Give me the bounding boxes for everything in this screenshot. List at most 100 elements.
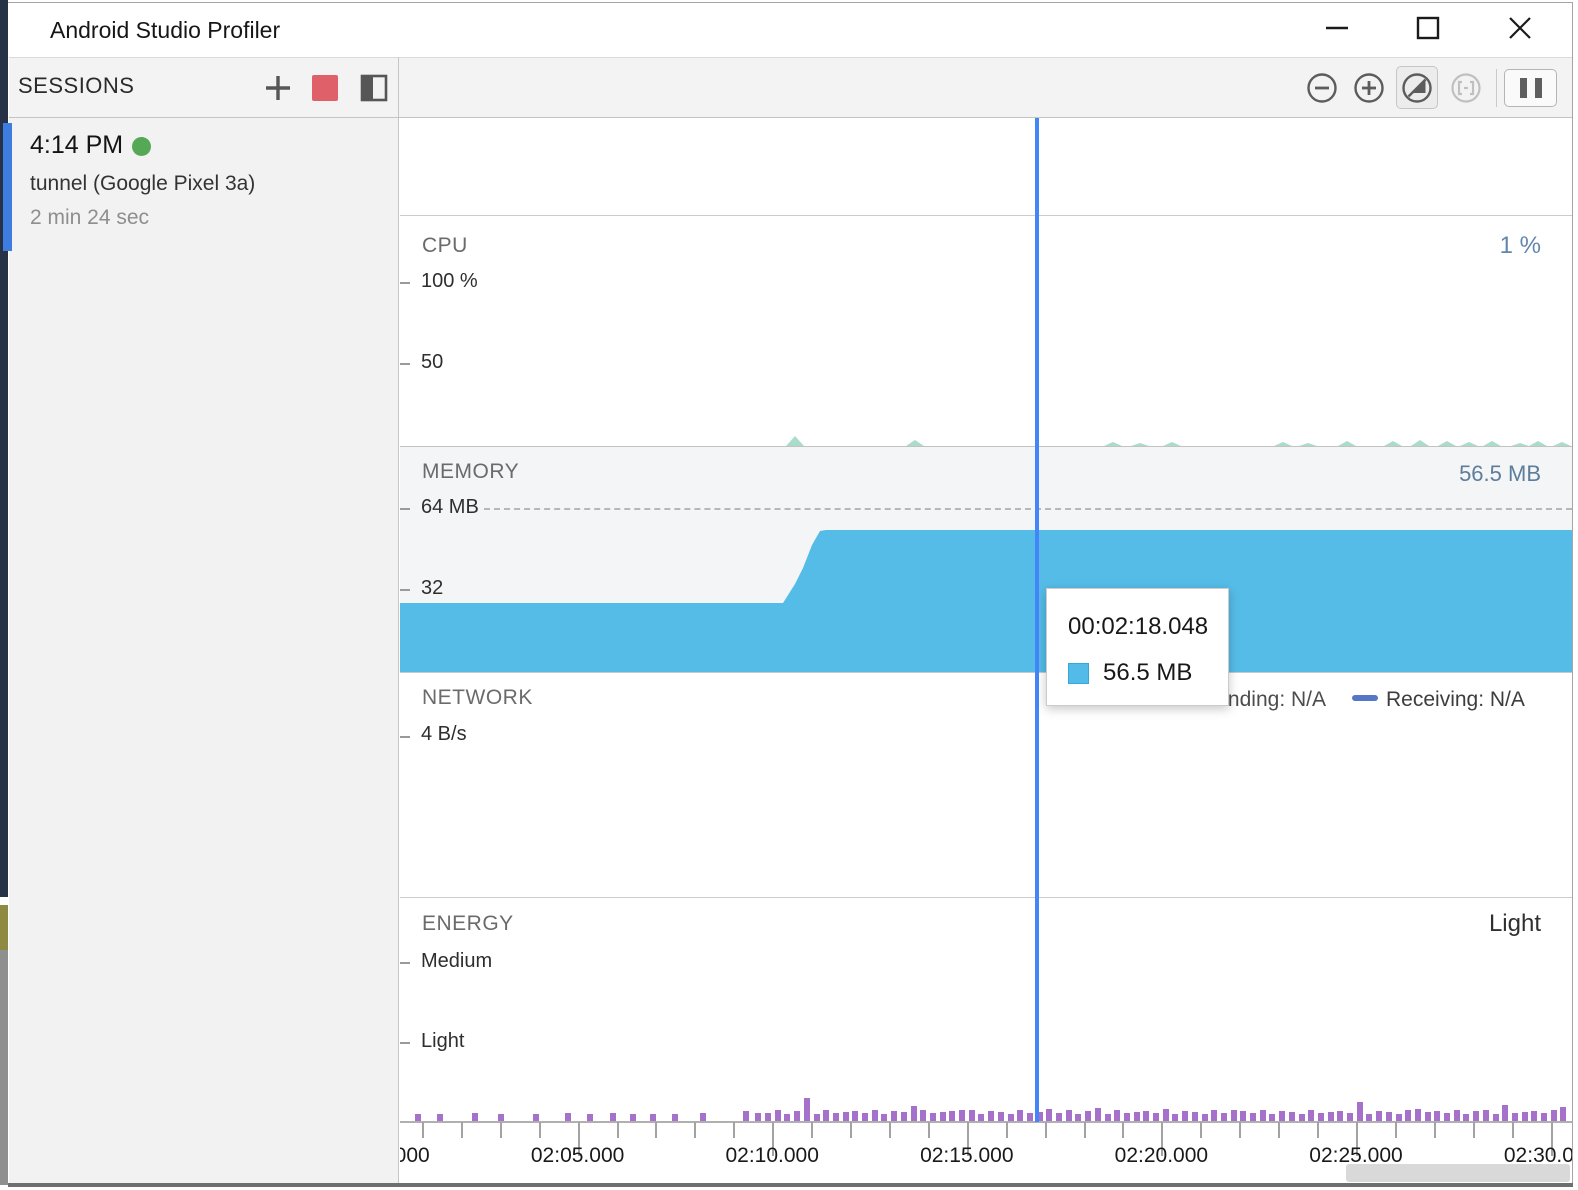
cpu-tick-mark bbox=[400, 363, 410, 365]
zoom-in-button[interactable] bbox=[1351, 70, 1387, 106]
network-tick-4bs: 4 B/s bbox=[421, 723, 467, 745]
zoom-out-button[interactable] bbox=[1304, 70, 1340, 106]
tooltip-value: 56.5 MB bbox=[1103, 659, 1193, 686]
zoom-to-fit-icon bbox=[1402, 72, 1432, 103]
timeline-label: 02:20.000 bbox=[1114, 1144, 1209, 1167]
cpu-tick-100: 100 % bbox=[421, 270, 478, 292]
window-title: Android Studio Profiler bbox=[50, 17, 281, 43]
timeline-minor-tick bbox=[811, 1122, 814, 1138]
session-duration: 2 min 24 sec bbox=[30, 206, 150, 229]
timeline-minor-tick bbox=[1278, 1122, 1281, 1138]
timeline-minor-tick bbox=[499, 1122, 502, 1138]
reset-zoom-button[interactable] bbox=[1396, 66, 1438, 109]
sessions-header: SESSIONS bbox=[18, 73, 135, 98]
timeline-minor-tick bbox=[460, 1122, 463, 1138]
timeline-minor-tick bbox=[616, 1122, 619, 1138]
session-device: tunnel (Google Pixel 3a) bbox=[30, 172, 256, 195]
timeline-minor-tick bbox=[1239, 1122, 1242, 1138]
energy-current-value: Light bbox=[1488, 910, 1541, 937]
zoom-out-icon bbox=[1307, 73, 1337, 103]
frame-selection-button[interactable] bbox=[1447, 70, 1485, 106]
plus-icon bbox=[266, 76, 290, 100]
add-session-button[interactable] bbox=[260, 70, 296, 106]
timeline-minor-tick bbox=[1083, 1122, 1086, 1138]
network-section-label: NETWORK bbox=[422, 686, 533, 709]
stop-session-button[interactable] bbox=[311, 74, 339, 102]
energy-chart[interactable] bbox=[400, 1085, 1572, 1122]
tooltip-timestamp: 00:02:18.048 bbox=[1068, 613, 1209, 640]
timeline-major-tick bbox=[577, 1122, 580, 1156]
memory-separator bbox=[400, 672, 1572, 673]
collapse-panel-button[interactable] bbox=[358, 72, 390, 104]
energy-section-label: ENERGY bbox=[422, 912, 514, 935]
timeline-label: 02:25.000 bbox=[1309, 1144, 1403, 1167]
title-bar[interactable]: Android Studio Profiler bbox=[9, 3, 1572, 57]
cpu-tick-mark bbox=[400, 282, 410, 284]
timeline-minor-tick bbox=[1472, 1122, 1475, 1138]
sessions-panel bbox=[9, 118, 398, 1183]
memory-tooltip: 00:02:18.048 56.5 MB bbox=[1046, 588, 1229, 706]
session-live-dot bbox=[132, 137, 151, 156]
panel-divider bbox=[398, 57, 399, 1183]
timeline-minor-tick bbox=[850, 1122, 853, 1138]
timeline-axis bbox=[400, 1121, 1572, 1123]
timeline-minor-tick bbox=[1511, 1122, 1514, 1138]
window-border-top bbox=[8, 2, 1573, 3]
memory-current-value: 56.5 MB bbox=[1459, 461, 1541, 486]
frame-selection-icon bbox=[1451, 73, 1481, 103]
cpu-baseline bbox=[400, 446, 1572, 447]
timeline-major-tick bbox=[1356, 1122, 1358, 1156]
background-window-edge bbox=[0, 0, 8, 897]
timeline-minor-tick bbox=[1200, 1122, 1203, 1138]
memory-chart[interactable] bbox=[400, 447, 1572, 672]
background-window-edge-gray bbox=[0, 950, 8, 1185]
memory-section-label: MEMORY bbox=[422, 460, 520, 483]
cpu-section-label: CPU bbox=[422, 234, 468, 257]
timeline-minor-tick bbox=[538, 1122, 541, 1138]
background-window-edge-olive bbox=[0, 905, 8, 950]
maximize-button[interactable] bbox=[1405, 6, 1451, 50]
timeline-minor-tick bbox=[1394, 1122, 1397, 1138]
timeline-minor-tick bbox=[421, 1122, 424, 1138]
timeline-minor-tick bbox=[1317, 1122, 1320, 1138]
memory-64mb-gridline bbox=[484, 508, 1572, 510]
timeline-minor-tick bbox=[1122, 1122, 1125, 1138]
timeline-major-tick bbox=[772, 1122, 775, 1156]
session-time: 4:14 PM bbox=[30, 131, 124, 159]
energy-tick-mark bbox=[400, 1042, 410, 1044]
timeline-label: 02:15.000 bbox=[920, 1144, 1014, 1167]
memory-swatch-icon bbox=[1068, 662, 1089, 684]
network-legend-sending: Sending: N/A bbox=[1202, 688, 1326, 711]
network-tick-mark bbox=[400, 736, 410, 738]
cpu-chart[interactable] bbox=[400, 419, 1572, 446]
timeline[interactable]: 02:00.000 02:05.000 02:10.000 02:15.000 02:2… bbox=[400, 1122, 1572, 1180]
maximize-icon bbox=[1416, 16, 1440, 40]
minimize-button[interactable] bbox=[1314, 6, 1360, 50]
timeline-label: 02:00.000 bbox=[400, 1144, 430, 1167]
pause-icon bbox=[1519, 78, 1527, 98]
memory-tick-mark bbox=[400, 508, 410, 510]
timeline-cursor-line bbox=[1035, 118, 1039, 1122]
stop-icon bbox=[312, 75, 338, 101]
timeline-label: 02:05.000 bbox=[530, 1144, 625, 1167]
energy-tick-mark bbox=[400, 962, 410, 964]
network-separator bbox=[400, 897, 1572, 898]
panel-icon bbox=[360, 74, 388, 102]
energy-tick-light: Light bbox=[421, 1030, 465, 1052]
timeline-minor-tick bbox=[888, 1122, 891, 1138]
timeline-major-tick bbox=[1550, 1122, 1553, 1156]
window-border-right bbox=[1572, 2, 1573, 1184]
timeline-major-tick bbox=[1161, 1122, 1164, 1156]
memory-tick-64: 64 MB bbox=[421, 496, 479, 518]
session-selection-bar bbox=[3, 123, 12, 251]
close-button[interactable] bbox=[1497, 6, 1543, 50]
memory-tick-32: 32 bbox=[421, 577, 444, 599]
timeline-label: 02:10.000 bbox=[725, 1144, 819, 1167]
timeline-minor-tick bbox=[655, 1122, 658, 1138]
pause-live-button[interactable] bbox=[1504, 69, 1557, 107]
receiving-line-icon bbox=[1352, 695, 1378, 701]
timeline-minor-tick bbox=[733, 1122, 736, 1138]
horizontal-scrollbar-thumb[interactable] bbox=[1346, 1164, 1570, 1182]
timeline-minor-tick bbox=[1433, 1122, 1436, 1138]
